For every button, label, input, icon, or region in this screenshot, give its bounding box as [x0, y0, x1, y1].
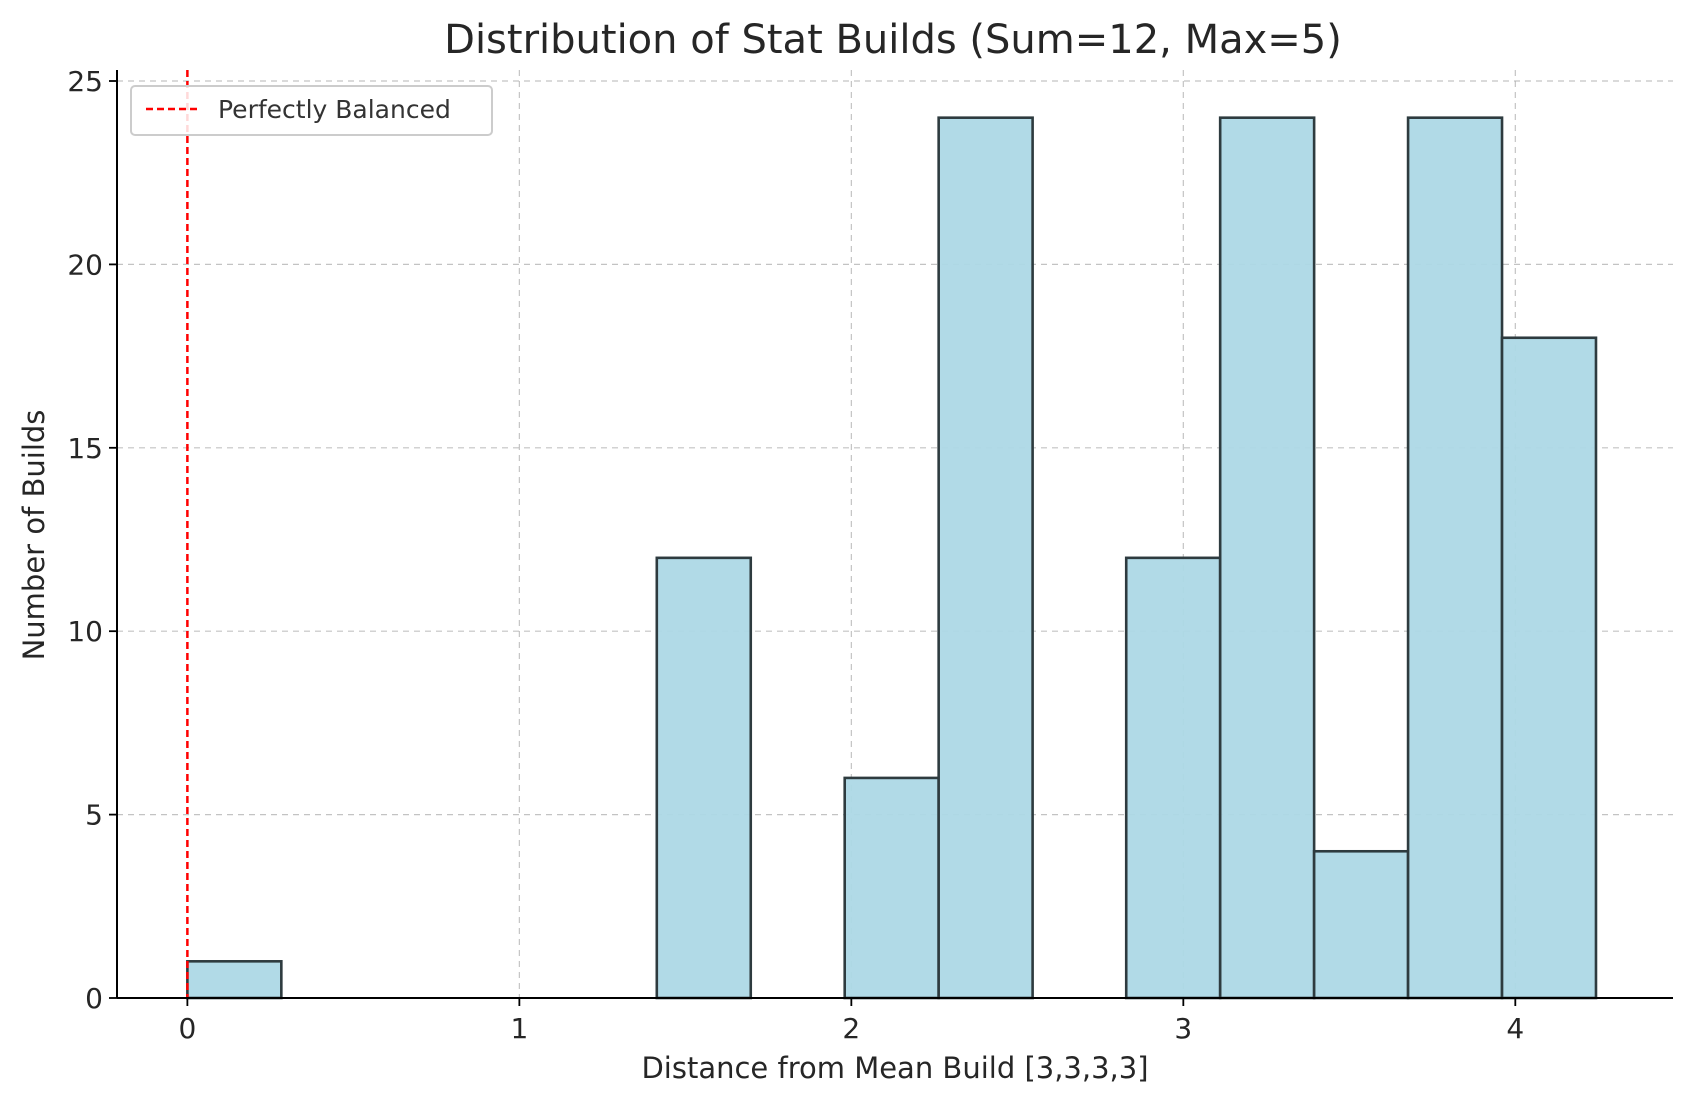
histogram-bar	[655, 556, 753, 1000]
histogram-bar	[1124, 556, 1222, 1000]
x-axis-ticks: 0 1 2 3 4	[178, 998, 1524, 1045]
histogram-bars	[186, 116, 1598, 1000]
chart-title: Distribution of Stat Builds (Sum=12, Max…	[444, 17, 1342, 63]
y-tick-label: 20	[67, 248, 103, 281]
legend-box	[130, 85, 493, 136]
x-tick-label: 3	[1174, 1012, 1192, 1045]
histogram-bar	[1312, 849, 1410, 1000]
histogram-bar	[186, 960, 283, 1000]
x-axis-label: Distance from Mean Build [3,3,3,3]	[641, 1051, 1148, 1085]
axes	[116, 70, 1673, 999]
y-tick-label: 0	[85, 982, 103, 1015]
legend: Perfectly Balanced	[130, 85, 493, 136]
y-tick-label: 15	[67, 432, 103, 465]
histogram-bar	[1406, 116, 1504, 1000]
x-tick-label: 2	[842, 1012, 860, 1045]
histogram-bar	[843, 776, 940, 1000]
x-tick-label: 1	[510, 1012, 528, 1045]
histogram-bar	[1500, 336, 1598, 1000]
y-axis-label: Number of Builds	[17, 410, 51, 661]
x-tick-label: 4	[1506, 1012, 1524, 1045]
y-axis-ticks: 0 5 10 15 20 25	[67, 65, 117, 1015]
y-tick-label: 25	[67, 65, 103, 98]
y-tick-label: 5	[85, 799, 103, 832]
histogram-bar	[1218, 116, 1316, 1000]
legend-label: Perfectly Balanced	[218, 95, 451, 124]
x-tick-label: 0	[178, 1012, 196, 1045]
y-tick-label: 10	[67, 615, 103, 648]
histogram-bar	[937, 116, 1034, 1000]
